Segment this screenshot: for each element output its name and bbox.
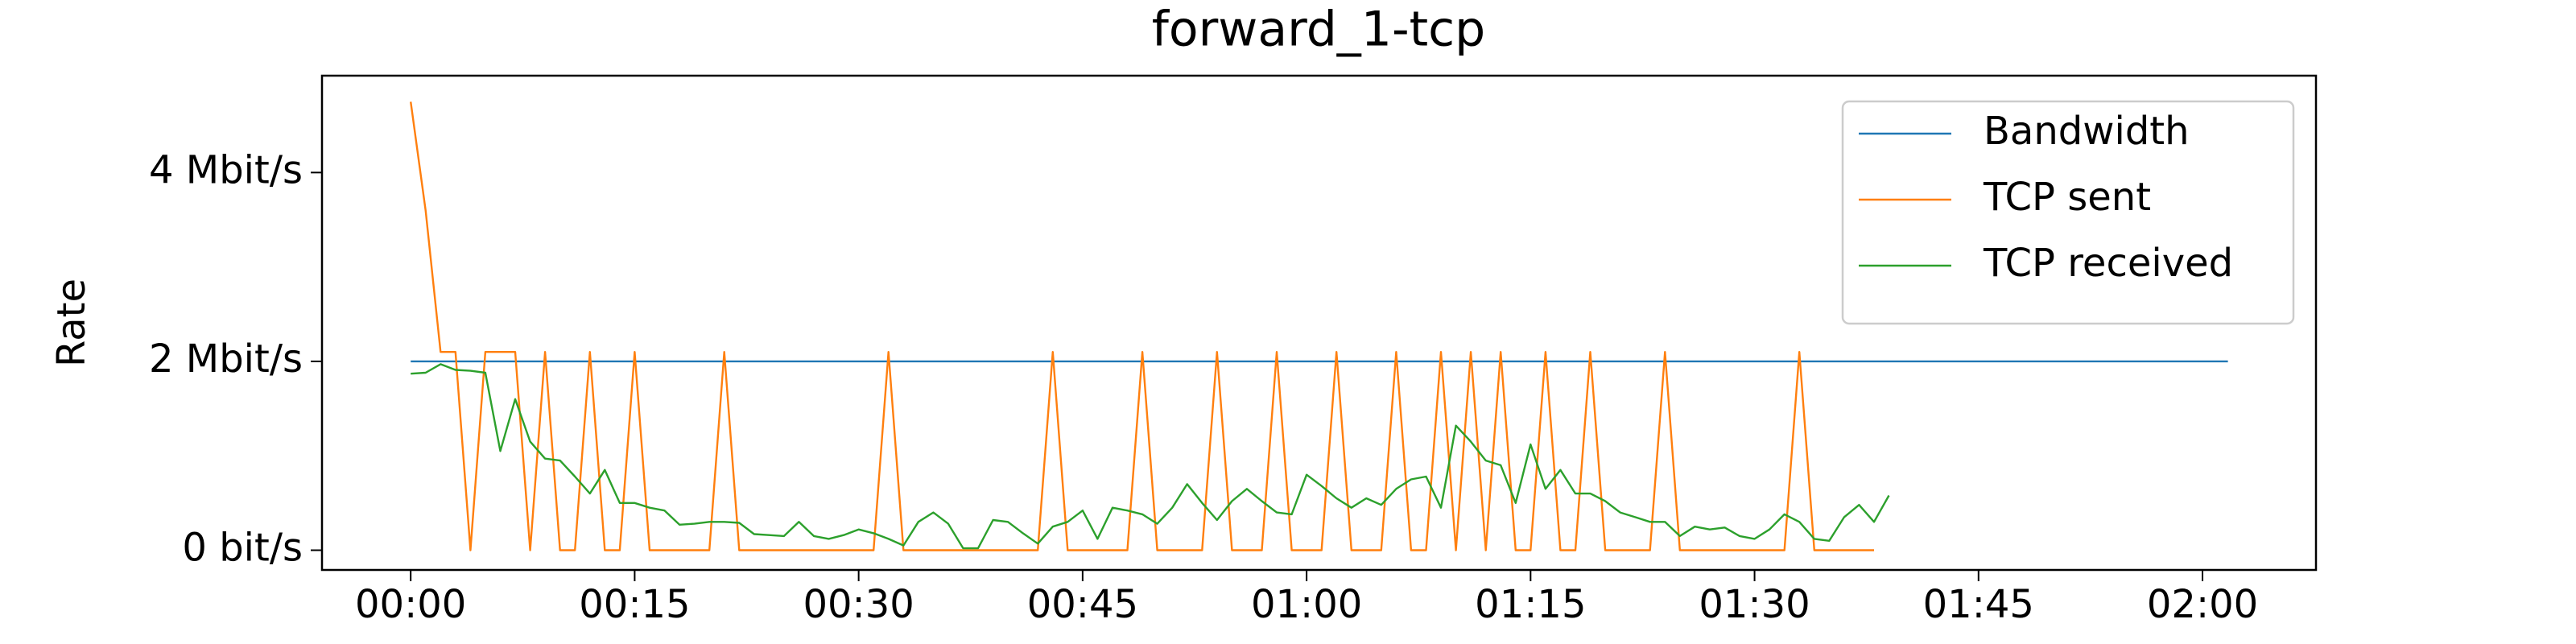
y-tick-label: 4 Mbit/s <box>149 147 303 192</box>
chart-title: forward_1-tcp <box>1152 2 1485 58</box>
y-tick-label: 0 bit/s <box>182 525 303 570</box>
x-tick-label: 01:45 <box>1923 582 2034 627</box>
x-tick-label: 00:45 <box>1027 582 1138 627</box>
x-tick-label: 01:30 <box>1699 582 1810 627</box>
x-tick-label: 00:30 <box>803 582 914 627</box>
x-tick-label: 00:15 <box>579 582 690 627</box>
x-tick-label: 01:15 <box>1475 582 1586 627</box>
legend-box <box>1841 100 2295 325</box>
legend-label: TCP received <box>1983 241 2233 286</box>
axes-frame <box>320 74 2318 572</box>
series-line <box>411 363 1890 550</box>
x-tick-label: 01:00 <box>1251 582 1362 627</box>
x-tick-label: 02:00 <box>2147 582 2258 627</box>
series-line <box>410 101 1874 551</box>
legend-label: Bandwidth <box>1984 109 2190 154</box>
legend-label: TCP sent <box>1983 175 2151 220</box>
x-tick-label: 00:00 <box>355 582 466 627</box>
y-tick-label: 2 Mbit/s <box>149 336 303 382</box>
y-axis-label: Rate <box>49 279 94 367</box>
plot-area <box>410 101 2228 551</box>
